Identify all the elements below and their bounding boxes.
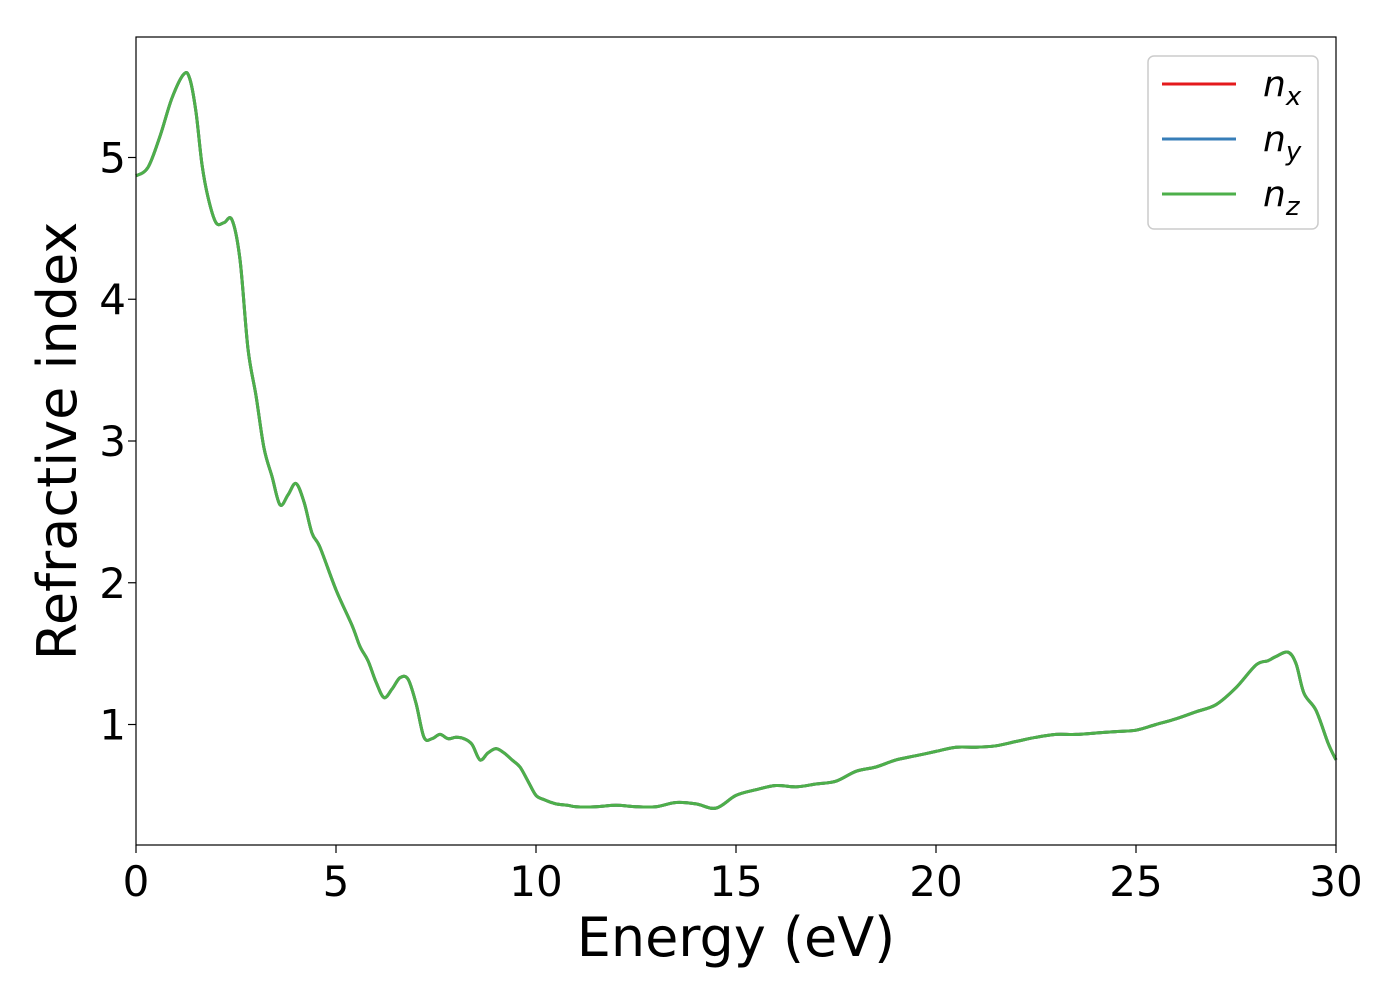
x-tick-label-4: 20 <box>909 857 962 906</box>
x-tick-label-3: 15 <box>709 857 762 906</box>
y-tick-label-2: 3 <box>99 417 126 466</box>
legend-label-z: nz <box>1263 174 1301 222</box>
series-layer <box>135 71 1338 810</box>
x-tick-label-0: 0 <box>123 857 150 906</box>
x-tick-label-5: 25 <box>1109 857 1162 906</box>
y-tick-label-4: 5 <box>99 133 126 182</box>
y-axis-title: Refractive index <box>26 222 89 661</box>
x-axis-title: Energy (eV) <box>577 906 896 969</box>
x-tick-label-6: 30 <box>1309 857 1362 906</box>
x-tick-label-2: 10 <box>509 857 562 906</box>
y-axis: 1 2 3 4 5 <box>99 133 136 750</box>
plot-area <box>136 37 1336 845</box>
x-axis: 0 5 10 15 20 25 30 <box>123 845 1363 906</box>
series-line-z <box>135 71 1338 810</box>
y-tick-label-3: 4 <box>99 275 126 324</box>
legend-label-y: ny <box>1263 119 1302 167</box>
legend-box <box>1147 55 1319 230</box>
x-tick-label-1: 5 <box>323 857 350 906</box>
legend-label-x: nx <box>1263 64 1302 112</box>
y-tick-label-0: 1 <box>99 701 126 750</box>
legend: nx ny nz <box>1147 55 1319 230</box>
y-tick-label-1: 2 <box>99 559 126 608</box>
